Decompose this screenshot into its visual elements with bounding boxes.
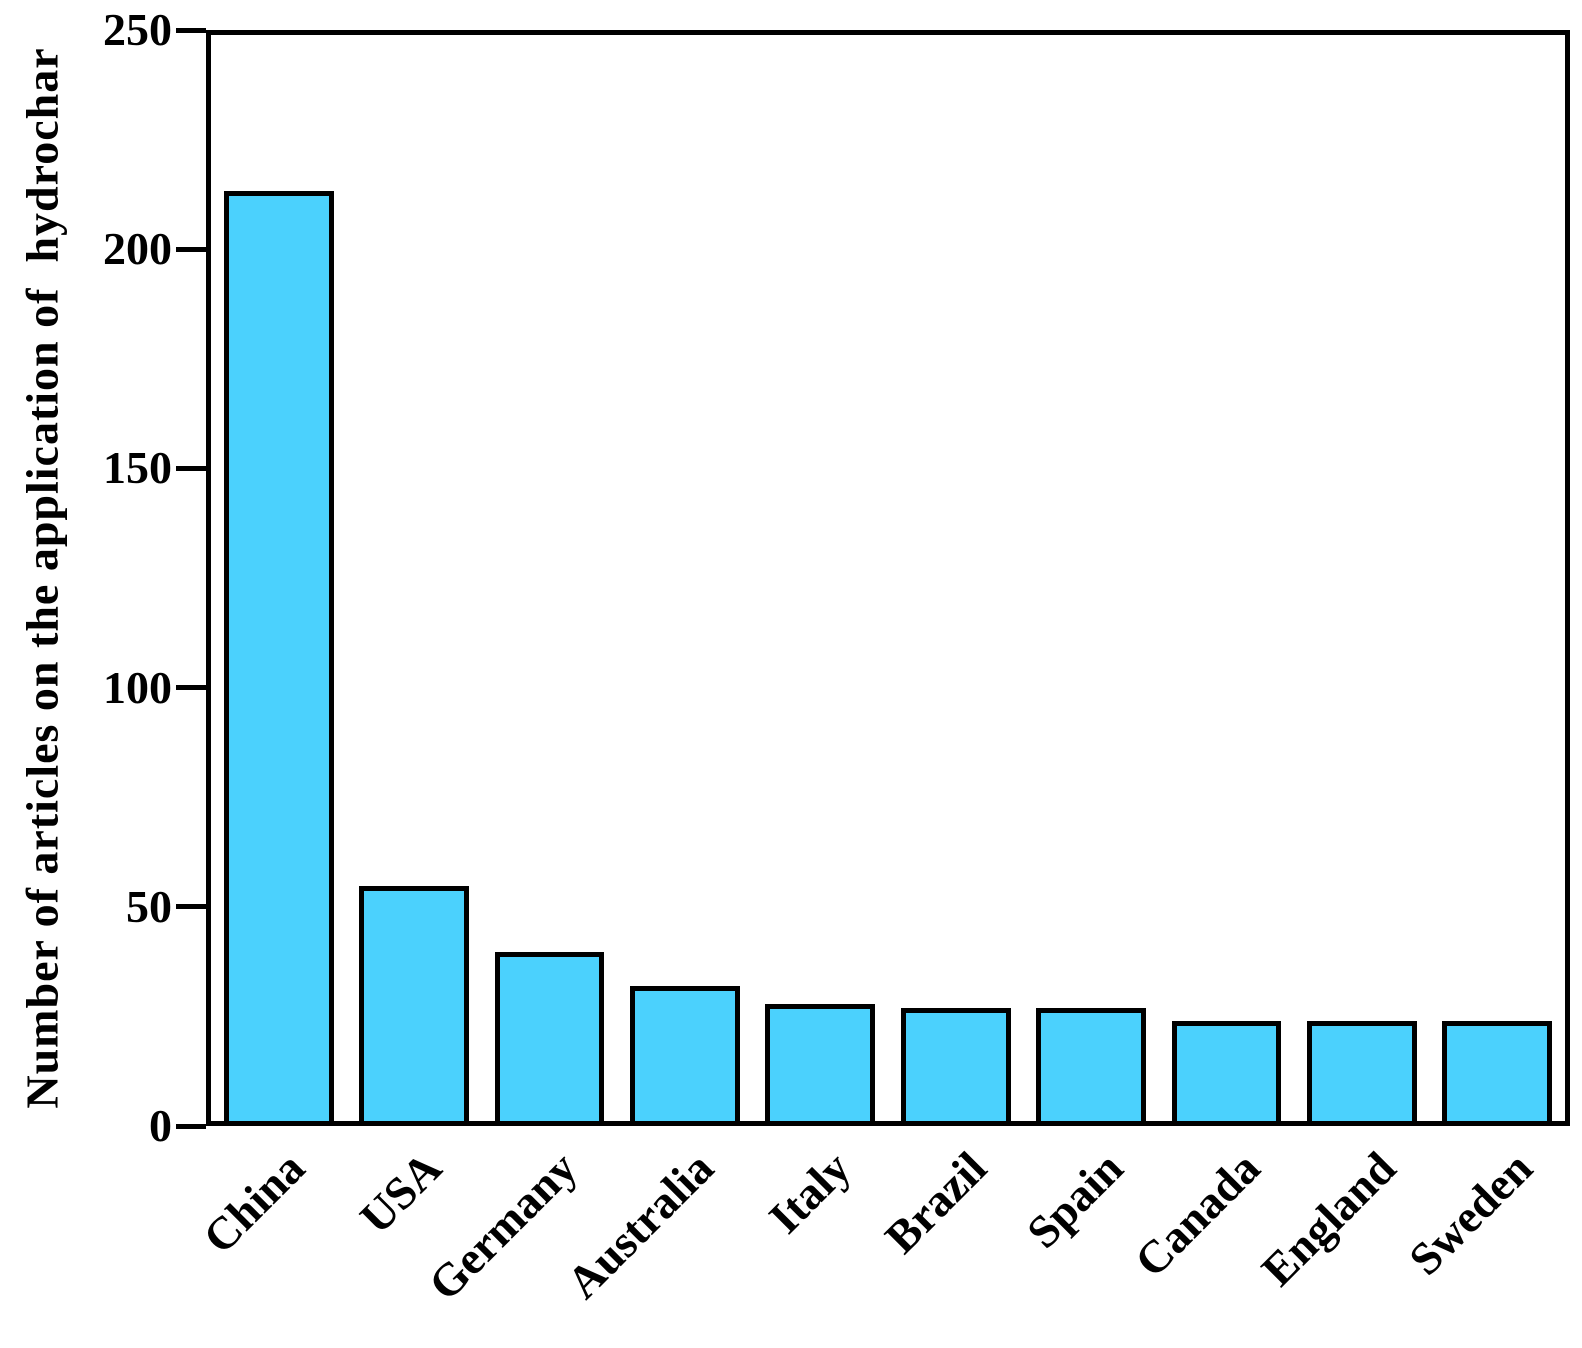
y-tick-label: 250 (103, 4, 172, 55)
bar-germany (494, 951, 605, 1121)
x-tick-label-spain: Spain (1017, 1142, 1133, 1258)
bar-england (1307, 1021, 1417, 1121)
x-tick-label-australia: Australia (557, 1142, 724, 1309)
x-tick-label-canada: Canada (1124, 1142, 1270, 1287)
bar-sweden (1442, 1021, 1553, 1121)
y-tick-mark (176, 1123, 206, 1129)
x-tick-label-england: England (1251, 1142, 1406, 1296)
bar-brazil (900, 1008, 1011, 1121)
bar-china (223, 191, 334, 1121)
bar-australia (630, 986, 740, 1121)
x-tick-label-germany: Germany (419, 1142, 588, 1310)
x-tick-label-usa: USA (349, 1142, 451, 1244)
y-tick-mark (176, 904, 206, 910)
bar-spain (1036, 1008, 1146, 1121)
y-tick-label: 150 (103, 442, 172, 494)
y-tick-label: 0 (149, 1100, 172, 1151)
x-tick-label-italy: Italy (758, 1142, 860, 1244)
y-axis-title: Number of articles on the application of… (16, 47, 68, 1109)
plot-area (206, 30, 1570, 1126)
x-tick-label-brazil: Brazil (875, 1142, 997, 1263)
bar-italy (765, 1003, 876, 1121)
y-tick-mark (176, 27, 206, 33)
bar-usa (359, 886, 469, 1121)
bar-canada (1171, 1021, 1282, 1121)
y-tick-label: 50 (126, 880, 172, 932)
y-tick-label: 100 (103, 661, 172, 713)
x-tick-label-china: China (193, 1142, 315, 1264)
y-tick-label: 200 (103, 223, 172, 275)
y-tick-mark (176, 685, 206, 691)
y-tick-mark (176, 465, 206, 471)
y-tick-mark (176, 246, 206, 252)
x-tick-label-sweden: Sweden (1399, 1142, 1542, 1285)
